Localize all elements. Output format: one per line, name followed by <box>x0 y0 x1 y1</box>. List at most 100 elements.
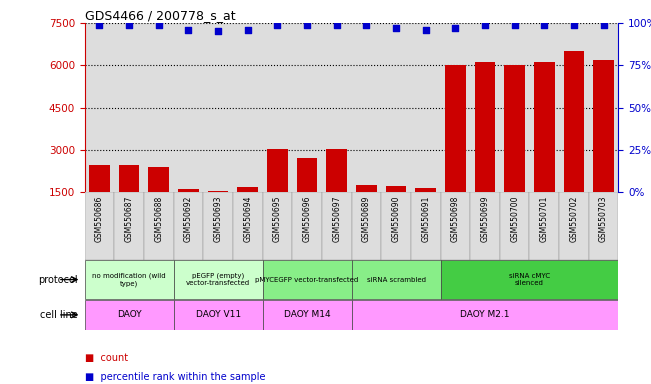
Bar <box>534 63 555 234</box>
Point <box>94 22 105 28</box>
Bar <box>326 149 347 234</box>
FancyBboxPatch shape <box>262 300 352 329</box>
FancyBboxPatch shape <box>115 192 144 260</box>
Bar <box>115 23 144 192</box>
FancyBboxPatch shape <box>589 192 618 260</box>
Point <box>391 25 401 31</box>
Bar <box>238 187 258 234</box>
Text: GSM550699: GSM550699 <box>480 195 490 242</box>
Bar <box>411 23 441 192</box>
Bar <box>500 23 529 192</box>
Text: GSM550688: GSM550688 <box>154 195 163 242</box>
Bar <box>415 188 436 234</box>
Bar <box>475 63 495 234</box>
Point <box>302 22 312 28</box>
FancyBboxPatch shape <box>144 192 174 260</box>
Bar <box>445 65 465 234</box>
Point <box>361 22 372 28</box>
FancyBboxPatch shape <box>352 260 441 299</box>
FancyBboxPatch shape <box>441 260 618 299</box>
Bar <box>85 23 115 192</box>
FancyBboxPatch shape <box>441 192 470 260</box>
Bar <box>564 51 585 234</box>
Bar <box>262 23 292 192</box>
Text: GSM550694: GSM550694 <box>243 195 252 242</box>
FancyBboxPatch shape <box>381 192 411 260</box>
Text: protocol: protocol <box>38 275 78 285</box>
FancyBboxPatch shape <box>233 192 262 260</box>
FancyBboxPatch shape <box>292 192 322 260</box>
Text: GSM550696: GSM550696 <box>303 195 312 242</box>
Point <box>331 22 342 28</box>
FancyBboxPatch shape <box>322 192 352 260</box>
Bar <box>470 23 500 192</box>
FancyBboxPatch shape <box>85 192 115 260</box>
Text: GSM550702: GSM550702 <box>570 195 579 242</box>
Text: GDS4466 / 200778_s_at: GDS4466 / 200778_s_at <box>85 9 235 22</box>
Bar <box>148 167 169 234</box>
Text: DAOY M2.1: DAOY M2.1 <box>460 310 510 319</box>
Bar <box>233 23 262 192</box>
Bar <box>178 189 199 234</box>
Text: GSM550689: GSM550689 <box>362 195 371 242</box>
FancyBboxPatch shape <box>262 260 352 299</box>
Text: pMYCEGFP vector-transfected: pMYCEGFP vector-transfected <box>255 276 359 283</box>
Text: siRNA scrambled: siRNA scrambled <box>367 276 426 283</box>
FancyBboxPatch shape <box>174 260 262 299</box>
Text: GSM550690: GSM550690 <box>391 195 400 242</box>
Text: GSM550693: GSM550693 <box>214 195 223 242</box>
Point <box>539 22 549 28</box>
Bar <box>208 191 229 234</box>
Bar <box>356 185 377 234</box>
Bar <box>322 23 352 192</box>
FancyBboxPatch shape <box>470 192 500 260</box>
Text: DAOY V11: DAOY V11 <box>195 310 241 319</box>
FancyBboxPatch shape <box>85 260 174 299</box>
Text: DAOY M14: DAOY M14 <box>284 310 330 319</box>
Bar <box>593 60 614 234</box>
Text: cell line: cell line <box>40 310 78 320</box>
Text: GSM550700: GSM550700 <box>510 195 519 242</box>
Text: GSM550691: GSM550691 <box>421 195 430 242</box>
Text: ■  count: ■ count <box>85 353 128 363</box>
Text: DAOY: DAOY <box>117 310 141 319</box>
Bar <box>144 23 174 192</box>
FancyBboxPatch shape <box>352 300 618 329</box>
Text: GSM550686: GSM550686 <box>95 195 104 242</box>
Bar <box>89 165 110 234</box>
FancyBboxPatch shape <box>352 192 381 260</box>
Bar <box>559 23 589 192</box>
FancyBboxPatch shape <box>529 192 559 260</box>
Point <box>213 28 223 35</box>
FancyBboxPatch shape <box>85 300 174 329</box>
FancyBboxPatch shape <box>559 192 589 260</box>
Bar <box>203 23 233 192</box>
Bar <box>505 65 525 234</box>
Point <box>480 22 490 28</box>
Bar <box>292 23 322 192</box>
Bar <box>529 23 559 192</box>
Bar <box>174 23 203 192</box>
Text: GSM550687: GSM550687 <box>124 195 133 242</box>
Text: ■  percentile rank within the sample: ■ percentile rank within the sample <box>85 372 265 382</box>
Point <box>510 22 520 28</box>
Point <box>421 27 431 33</box>
Bar <box>385 186 406 234</box>
Point <box>124 22 134 28</box>
FancyBboxPatch shape <box>174 300 262 329</box>
Bar <box>267 149 288 234</box>
Point <box>243 27 253 33</box>
Text: GSM550701: GSM550701 <box>540 195 549 242</box>
Text: GSM550697: GSM550697 <box>332 195 341 242</box>
Bar <box>118 165 139 234</box>
Point <box>183 27 193 33</box>
Text: siRNA cMYC
silenced: siRNA cMYC silenced <box>509 273 550 286</box>
Point <box>154 22 164 28</box>
FancyBboxPatch shape <box>411 192 441 260</box>
Point <box>598 22 609 28</box>
Text: GSM550695: GSM550695 <box>273 195 282 242</box>
FancyBboxPatch shape <box>174 192 203 260</box>
Text: no modification (wild
type): no modification (wild type) <box>92 273 166 286</box>
Text: GSM550698: GSM550698 <box>451 195 460 242</box>
Bar <box>352 23 381 192</box>
